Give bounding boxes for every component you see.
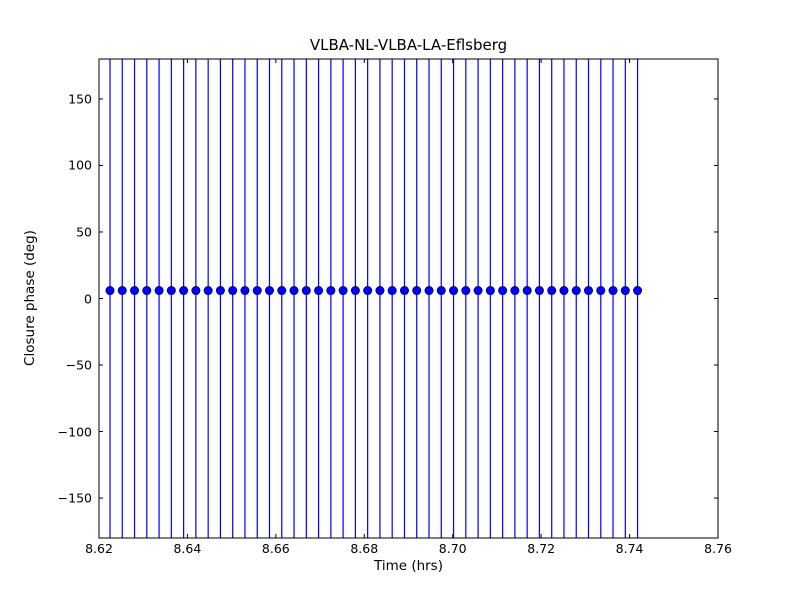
data-point-marker [510, 286, 520, 296]
x-tick-label: 8.62 [85, 541, 113, 556]
data-point-marker [191, 286, 201, 296]
data-point-marker [412, 286, 422, 296]
data-point-marker [387, 286, 397, 296]
data-point-marker [154, 286, 164, 296]
data-point-marker [179, 286, 189, 296]
data-point-marker [117, 286, 127, 296]
data-point-marker [583, 286, 593, 296]
data-point-marker [559, 286, 569, 296]
data-point-marker [596, 286, 606, 296]
y-tick-label: 100 [68, 157, 92, 173]
data-point-marker [203, 286, 213, 296]
x-tick-label: 8.68 [350, 541, 379, 556]
y-tick-label: −150 [57, 490, 92, 506]
data-point-marker [105, 286, 115, 296]
data-point-marker [338, 286, 348, 296]
data-point-marker [399, 286, 409, 296]
data-point-marker [314, 286, 324, 296]
data-point-marker [534, 286, 544, 296]
data-point-marker [473, 286, 483, 296]
data-point-marker [461, 286, 471, 296]
y-tick-label: 50 [76, 224, 92, 240]
data-point-marker [130, 286, 140, 296]
data-point-marker [228, 286, 238, 296]
data-point-marker [498, 286, 508, 296]
y-tick-label: 0 [84, 291, 92, 306]
x-tick-label: 8.72 [527, 541, 556, 556]
data-point-marker [252, 286, 262, 296]
x-tick-label: 8.66 [261, 541, 290, 556]
y-tick-label: −100 [57, 424, 92, 440]
data-point-marker [350, 286, 360, 296]
data-point-marker [240, 286, 250, 296]
data-point-marker [142, 286, 152, 296]
data-point-marker [633, 286, 643, 296]
x-tick-label: 8.74 [615, 541, 644, 556]
data-point-marker [522, 286, 532, 296]
data-point-marker [620, 286, 630, 296]
data-point-marker [363, 286, 373, 296]
x-tick-label: 8.64 [173, 541, 202, 556]
data-point-marker [449, 286, 459, 296]
data-point-marker [436, 286, 446, 296]
x-tick-label: 8.70 [438, 541, 467, 556]
x-axis-label: Time (hrs) [373, 558, 443, 574]
data-point-marker [166, 286, 176, 296]
data-point-marker [215, 286, 225, 296]
y-tick-label: 150 [68, 91, 92, 107]
data-point-marker [289, 286, 299, 296]
chart-title: VLBA-NL-VLBA-LA-Eflsberg [309, 36, 508, 54]
y-tick-label: −50 [65, 357, 92, 373]
data-point-marker [424, 286, 434, 296]
data-point-marker [301, 286, 311, 296]
data-point-marker [375, 286, 385, 296]
data-point-marker [264, 286, 274, 296]
x-tick-label: 8.76 [704, 541, 732, 556]
data-point-marker [608, 286, 618, 296]
data-point-marker [571, 286, 581, 296]
data-point-marker [326, 286, 336, 296]
data-point-marker [277, 286, 287, 296]
data-point-marker [485, 286, 495, 296]
data-point-marker [547, 286, 557, 296]
